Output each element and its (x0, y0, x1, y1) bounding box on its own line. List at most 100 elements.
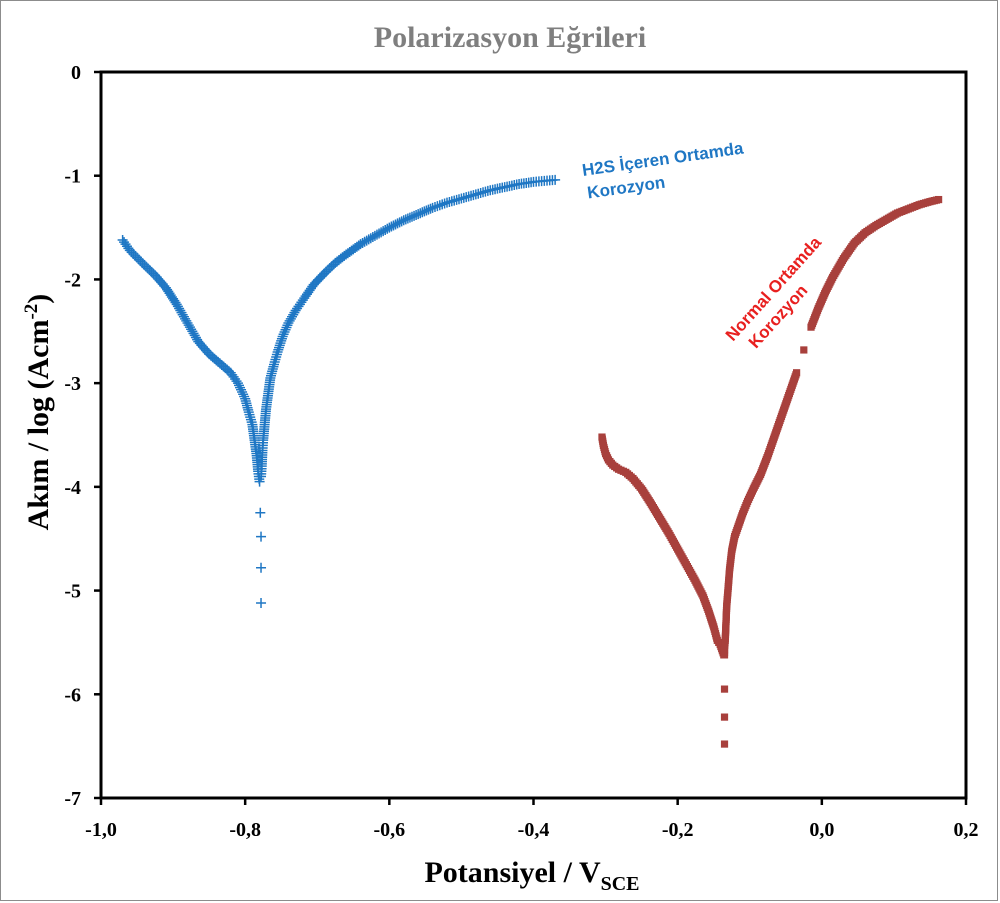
data-point (256, 531, 267, 542)
x-tick-label: 0,2 (954, 819, 979, 841)
data-point (280, 324, 291, 335)
y-tick-label: -7 (64, 788, 81, 810)
data-point (390, 219, 401, 230)
data-point (187, 326, 198, 337)
data-point (425, 203, 436, 214)
data-point (396, 216, 407, 227)
data-point (237, 387, 248, 398)
data-point (363, 234, 374, 245)
data-point (231, 376, 242, 387)
data-point (380, 224, 391, 235)
data-point (800, 346, 808, 354)
data-point (404, 212, 415, 223)
data-point (174, 303, 185, 314)
x-tick-label: -1,0 (85, 819, 117, 841)
data-point (190, 332, 201, 343)
data-point (720, 713, 729, 721)
data-point (186, 324, 197, 335)
data-point (184, 322, 195, 333)
data-point (283, 317, 294, 328)
data-point (232, 378, 243, 389)
data-point (378, 226, 389, 237)
data-point (284, 315, 295, 326)
x-axis-label-main: Potansiyel / V (424, 856, 600, 889)
data-point (398, 215, 409, 226)
x-tick-label: -0,4 (518, 819, 550, 841)
y-tick-label: 0 (71, 62, 81, 84)
data-point (386, 221, 397, 232)
data-point (371, 229, 382, 240)
data-point (419, 206, 430, 217)
data-point (238, 389, 249, 400)
data-point (189, 330, 200, 341)
data-point (437, 199, 448, 210)
data-point (400, 214, 411, 225)
data-point (384, 222, 395, 233)
data-point (432, 201, 443, 212)
data-point (176, 307, 187, 318)
data-point (720, 740, 729, 748)
data-point (277, 331, 288, 342)
data-point (369, 230, 380, 241)
data-point (181, 315, 192, 326)
data-point (392, 218, 403, 229)
data-point (175, 305, 186, 316)
data-point (359, 236, 370, 247)
data-point (935, 195, 943, 204)
data-point (361, 235, 372, 246)
data-point (288, 309, 299, 320)
data-point (281, 322, 292, 333)
data-point (388, 220, 399, 231)
data-point (285, 313, 296, 324)
data-point (188, 328, 199, 339)
data-point (402, 213, 413, 224)
data-point (382, 223, 393, 234)
data-point (367, 232, 378, 243)
y-tick-label: -3 (64, 373, 81, 395)
x-tick-label: 0,0 (809, 819, 834, 841)
data-point (550, 174, 561, 185)
series-0 (117, 174, 561, 609)
x-tick-label: -0,6 (373, 819, 405, 841)
data-point (720, 685, 729, 693)
data-point (256, 598, 267, 609)
data-point (183, 320, 194, 331)
data-point (406, 211, 417, 222)
data-point (355, 239, 366, 250)
data-point (423, 204, 434, 215)
annotation-h2s: H2S İçeren Ortamda Korozyon (581, 138, 752, 203)
series-layer (117, 174, 943, 748)
y-axis-label-main: Akım / log (Acm (22, 320, 55, 531)
data-point (793, 369, 801, 377)
data-point (177, 309, 188, 320)
y-tick-label: -5 (64, 581, 81, 603)
data-point (236, 384, 247, 395)
y-axis-label-close: ) (22, 294, 55, 304)
data-point (255, 507, 266, 518)
data-point (394, 217, 405, 228)
data-point (429, 202, 440, 213)
y-tick-label: -6 (64, 684, 81, 706)
y-tick-label: -4 (64, 477, 81, 499)
y-tick-label: -2 (64, 269, 81, 291)
data-point (421, 205, 432, 216)
y-axis-label: Akım / log (Acm-2) (21, 294, 55, 531)
data-point (171, 299, 182, 310)
data-point (282, 320, 293, 331)
y-tick-label: -1 (64, 166, 81, 188)
x-axis-label: Potansiyel / VSCE (424, 856, 639, 895)
data-point (417, 207, 428, 218)
data-point (376, 227, 387, 238)
data-point (182, 317, 193, 328)
data-point (254, 476, 265, 487)
data-point (413, 209, 424, 220)
data-point (239, 391, 250, 402)
data-point (279, 326, 290, 337)
data-point (427, 202, 438, 213)
data-point (233, 380, 244, 391)
x-tick-label: -0,2 (662, 819, 694, 841)
series-1 (598, 195, 943, 748)
data-point (357, 237, 368, 248)
